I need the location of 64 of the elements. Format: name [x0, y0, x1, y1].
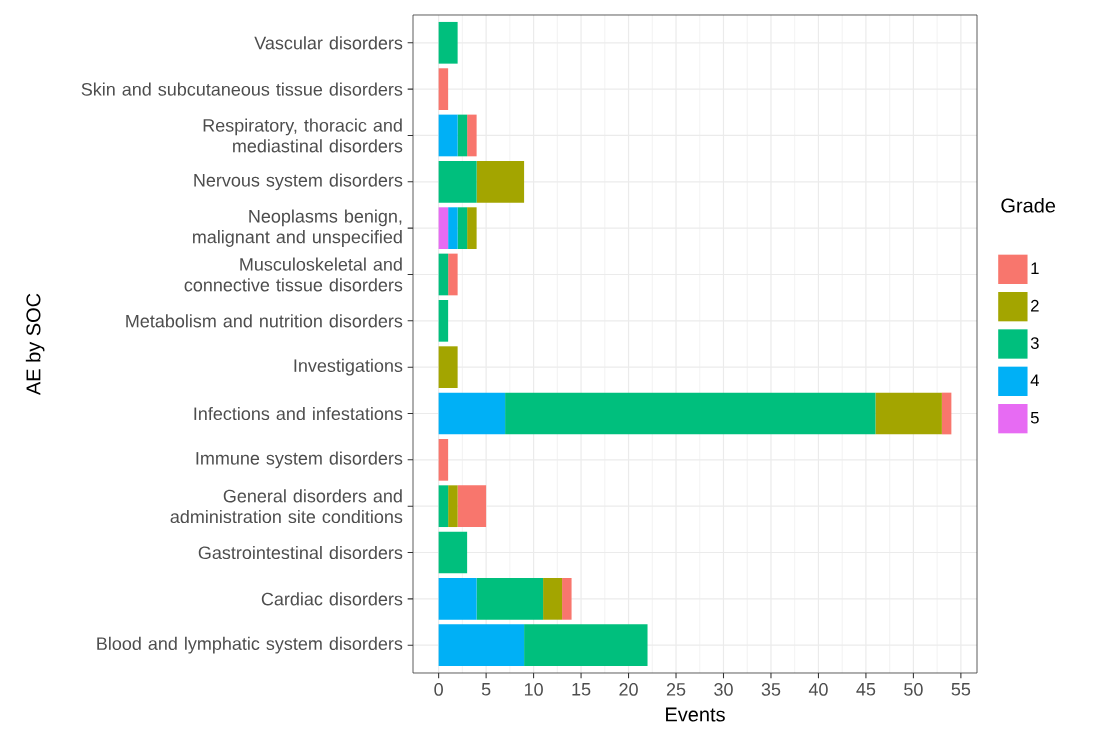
- legend-label: 1: [1031, 262, 1039, 275]
- legend-label: 4: [1030, 374, 1039, 387]
- legend-label: 5: [1030, 411, 1039, 424]
- y-tick-label: Metabolism and nutrition disorders: [126, 314, 403, 328]
- legend-title: Grade: [1001, 197, 1056, 213]
- legend-label: 3: [1030, 337, 1039, 349]
- x-tick-label: 35: [761, 683, 781, 696]
- bar: [438, 531, 468, 574]
- y-tick-label: Blood and lymphatic system disorders: [97, 636, 403, 654]
- x-tick-label: 40: [808, 683, 828, 696]
- y-tick-label: General disorders and administration site conditions: [170, 489, 403, 524]
- y-tick-label: Cardiac disorders: [261, 592, 403, 606]
- y-tick-label: Vascular disorders: [254, 36, 403, 50]
- bar: [438, 578, 477, 620]
- bar: [467, 207, 477, 249]
- bar: [457, 114, 468, 157]
- x-tick-label: 5: [481, 683, 491, 696]
- y-tick-label: Gastrointestinal disorders: [198, 545, 403, 560]
- bar: [438, 114, 458, 157]
- bar: [457, 485, 487, 528]
- y-tick-label: Skin and subcutaneous tissue disorders: [81, 82, 403, 96]
- legend-label: 2: [1031, 299, 1039, 312]
- bar: [438, 438, 449, 481]
- x-tick-label: 20: [619, 683, 638, 696]
- x-tick-label: 15: [572, 683, 591, 696]
- bar: [438, 485, 449, 528]
- bar: [543, 578, 563, 620]
- bar: [505, 392, 876, 435]
- x-tick-label: 0: [434, 683, 443, 696]
- bar: [438, 21, 458, 64]
- y-axis-title: AE by SOC: [25, 293, 45, 396]
- x-tick-label: 50: [904, 683, 923, 696]
- bar: [438, 68, 449, 110]
- bar: [438, 299, 449, 342]
- bar: [562, 578, 572, 620]
- x-tick-label: 10: [524, 683, 543, 696]
- bar: [438, 392, 506, 435]
- x-tick-label: 55: [951, 683, 971, 696]
- y-tick-label: Neoplasms benign, malignant and unspecified: [193, 209, 402, 247]
- y-tick-label: Nervous system disorders: [194, 173, 403, 191]
- x-tick-label: 45: [856, 683, 876, 696]
- bar: [448, 485, 458, 528]
- bar: [467, 114, 477, 157]
- bar: [524, 624, 648, 667]
- y-tick-label: Investigations: [294, 358, 403, 376]
- bar: [941, 392, 952, 435]
- y-tick-label: Immune system disorders: [196, 451, 403, 469]
- y-tick-label: Infections and infestations: [194, 406, 403, 421]
- bar: [448, 207, 458, 249]
- bar: [476, 578, 544, 620]
- bar: [875, 392, 942, 435]
- y-tick-label: Musculoskeletal and connective tissue disorders: [184, 257, 403, 292]
- bar: [438, 160, 477, 203]
- bar: [438, 624, 525, 667]
- x-tick-label: 25: [666, 683, 686, 696]
- bar: [476, 160, 525, 203]
- bar: [448, 253, 458, 296]
- x-tick-label: 30: [714, 683, 733, 696]
- bar: [438, 253, 449, 296]
- bar: [438, 346, 458, 389]
- bar: [457, 207, 468, 249]
- bar: [438, 207, 449, 249]
- y-tick-label: Respiratory, thoracic and mediastinal disorders: [203, 118, 403, 153]
- x-axis-title: Events: [666, 707, 725, 722]
